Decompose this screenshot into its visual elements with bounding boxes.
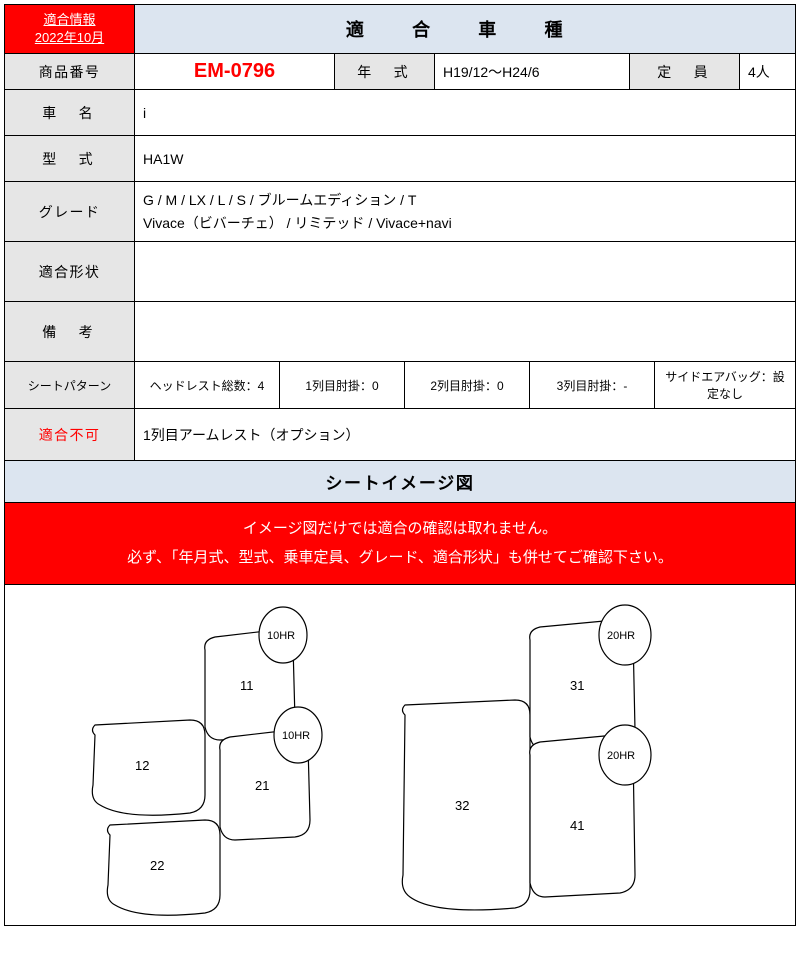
pattern-arm2: 2列目肘掛：0 xyxy=(405,362,530,408)
warn-line2: 必ず、「年月式、型式、乗車定員、グレード、適合形状」も併せてご確認下さい。 xyxy=(127,544,673,573)
seat-diagram: 12 11 10HR 22 21 10HR 32 xyxy=(5,585,795,925)
value-product-no: EM-0796 xyxy=(135,54,335,89)
row-grade: グレード G / M / LX / L / S / ブルームエディション / T… xyxy=(5,182,795,242)
lbl-41: 41 xyxy=(570,818,584,833)
seat-svg: 12 11 10HR 22 21 10HR 32 xyxy=(5,585,795,925)
compatibility-table: 適合情報 2022年10月 適 合 車 種 商品番号 EM-0796 年 式 H… xyxy=(4,4,796,926)
label-year: 年 式 xyxy=(335,54,435,89)
value-capacity: 4人 xyxy=(740,54,795,89)
header-row: 適合情報 2022年10月 適 合 車 種 xyxy=(5,5,795,54)
row-product: 商品番号 EM-0796 年 式 H19/12～H24/6 定 員 4人 xyxy=(5,54,795,90)
value-remarks xyxy=(135,302,795,361)
row-warning: イメージ図だけでは適合の確認は取れません。 必ず、「年月式、型式、乗車定員、グレ… xyxy=(5,503,795,585)
value-carname: i xyxy=(135,90,795,135)
lbl-21: 21 xyxy=(255,778,269,793)
value-notfit: 1列目アームレスト（オプション） xyxy=(135,409,795,460)
lbl-22: 22 xyxy=(150,858,164,873)
pattern-airbag: サイドエアバッグ：設定なし xyxy=(655,362,795,408)
lbl-hr10a: 10HR xyxy=(267,630,295,642)
label-carname: 車 名 xyxy=(5,90,135,135)
label-model: 型 式 xyxy=(5,136,135,181)
value-shape xyxy=(135,242,795,301)
label-notfit: 適合不可 xyxy=(5,409,135,460)
seat-image-title: シートイメージ図 xyxy=(5,461,795,502)
row-notfit: 適合不可 1列目アームレスト（オプション） xyxy=(5,409,795,461)
label-pattern: シートパターン xyxy=(5,362,135,408)
lbl-12: 12 xyxy=(135,758,149,773)
lbl-hr20a: 20HR xyxy=(607,630,635,642)
label-remarks: 備 考 xyxy=(5,302,135,361)
pattern-arm3: 3列目肘掛：- xyxy=(530,362,655,408)
row-remarks: 備 考 xyxy=(5,302,795,362)
warn-line1: イメージ図だけでは適合の確認は取れません。 xyxy=(243,515,557,544)
label-grade: グレード xyxy=(5,182,135,241)
lbl-11: 11 xyxy=(240,678,254,693)
lbl-31: 31 xyxy=(570,678,584,693)
row-imgtitle: シートイメージ図 xyxy=(5,461,795,503)
label-capacity: 定 員 xyxy=(630,54,740,89)
row-carname: 車 名 i xyxy=(5,90,795,136)
value-year: H19/12～H24/6 xyxy=(435,54,630,89)
info-label: 適合情報 xyxy=(43,11,95,29)
value-model: HA1W xyxy=(135,136,795,181)
pattern-headrest: ヘッドレスト総数：4 xyxy=(135,362,280,408)
row-model: 型 式 HA1W xyxy=(5,136,795,182)
lbl-32: 32 xyxy=(455,798,469,813)
row-diagram: 12 11 10HR 22 21 10HR 32 xyxy=(5,585,795,925)
pattern-arm1: 1列目肘掛：0 xyxy=(280,362,405,408)
warning-box: イメージ図だけでは適合の確認は取れません。 必ず、「年月式、型式、乗車定員、グレ… xyxy=(5,503,795,584)
lbl-hr10b: 10HR xyxy=(282,730,310,742)
info-badge: 適合情報 2022年10月 xyxy=(5,5,135,53)
label-product-no: 商品番号 xyxy=(5,54,135,89)
main-title: 適 合 車 種 xyxy=(135,5,795,53)
row-pattern: シートパターン ヘッドレスト総数：4 1列目肘掛：0 2列目肘掛：0 3列目肘掛… xyxy=(5,362,795,409)
row-shape: 適合形状 xyxy=(5,242,795,302)
label-shape: 適合形状 xyxy=(5,242,135,301)
value-grade: G / M / LX / L / S / ブルームエディション / T Viva… xyxy=(135,182,795,241)
info-date: 2022年10月 xyxy=(35,29,104,47)
lbl-hr20b: 20HR xyxy=(607,750,635,762)
